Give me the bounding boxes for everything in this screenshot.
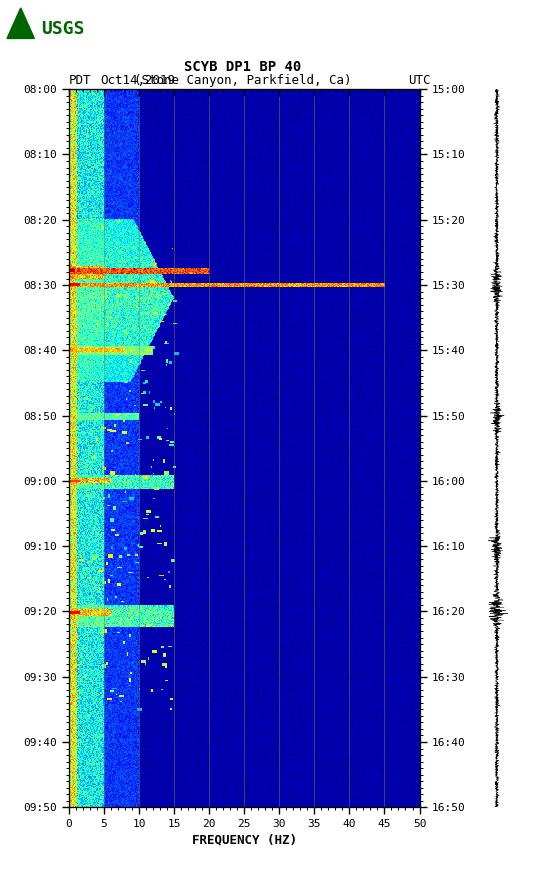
Text: PDT: PDT xyxy=(69,74,92,87)
Text: UTC: UTC xyxy=(408,74,431,87)
Text: (Stone Canyon, Parkfield, Ca): (Stone Canyon, Parkfield, Ca) xyxy=(134,74,352,87)
Polygon shape xyxy=(7,8,34,38)
X-axis label: FREQUENCY (HZ): FREQUENCY (HZ) xyxy=(192,833,297,847)
Text: Oct14,2019: Oct14,2019 xyxy=(100,74,176,87)
Text: USGS: USGS xyxy=(41,21,85,38)
Text: SCYB DP1 BP 40: SCYB DP1 BP 40 xyxy=(184,60,301,74)
